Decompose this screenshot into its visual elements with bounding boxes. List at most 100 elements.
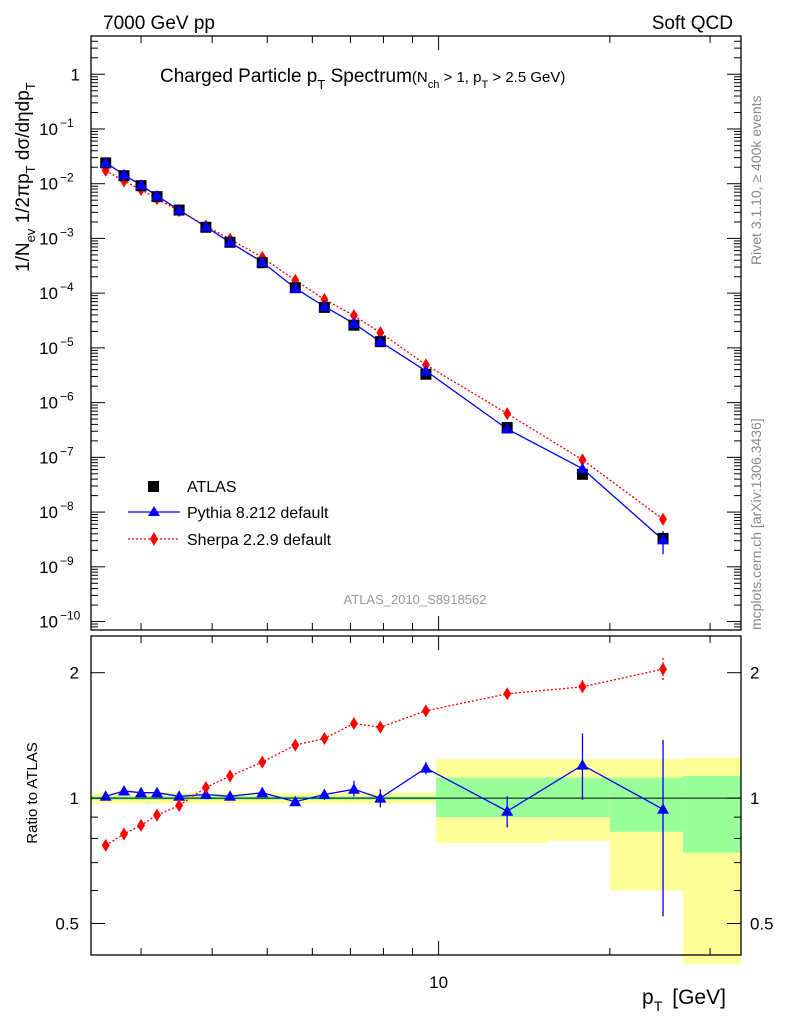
- ratio-point-0-12: [419, 762, 432, 773]
- main-point-1-2: [135, 179, 148, 190]
- ratio-point-1-4: [175, 798, 184, 812]
- header-left: 7000 GeV pp: [103, 13, 215, 34]
- ratio-y-tick-label-right-0: 0.5: [750, 914, 774, 933]
- main-y-tick-label-1: 10: [39, 120, 58, 139]
- main-y-tick-label-8: 10: [39, 503, 58, 522]
- main-point-2-11: [376, 326, 385, 340]
- main-point-1-11: [374, 335, 387, 347]
- main-y-tick-exp-6: −6: [60, 390, 74, 404]
- main-y-tick-exp-9: −9: [60, 554, 74, 568]
- main-point-1-5: [199, 220, 212, 232]
- analysis-id: ATLAS_2010_S8918562: [344, 592, 487, 607]
- legend-atlas-marker: [148, 481, 159, 492]
- main-y-tick-label-7: 10: [39, 448, 58, 467]
- main-point-1-3: [150, 189, 163, 201]
- main-y-tick-label-5: 10: [39, 339, 58, 358]
- ratio-point-1-15: [659, 662, 668, 676]
- ratio-point-1-6: [226, 769, 235, 783]
- ratio-point-1-11: [376, 720, 385, 734]
- main-y-tick-exp-7: −7: [60, 444, 74, 458]
- main-y-tick-label-10: 10: [39, 613, 58, 632]
- main-y-tick-exp-5: −5: [60, 335, 74, 349]
- ratio-point-0-14: [576, 759, 589, 770]
- ratio-point-0-13: [501, 805, 514, 816]
- main-y-tick-exp-3: −3: [60, 225, 74, 239]
- ratio-point-1-7: [258, 755, 267, 769]
- main-line-1: [105, 162, 664, 541]
- main-point-0-14: [576, 468, 588, 480]
- legend: ATLAS Pythia 8.212 default Sherpa 2.2.9 …: [128, 479, 332, 549]
- ratio-point-1-10: [349, 717, 358, 731]
- band-inner-2: [548, 777, 610, 818]
- ratio-point-1-12: [421, 704, 430, 718]
- ratio-frame: [90, 635, 742, 956]
- main-y-tick-label-0: 1: [71, 65, 80, 84]
- main-point-1-15: [657, 533, 670, 545]
- ratio-y-tick-label-left-0: 0.5: [55, 914, 79, 933]
- main-y-tick-label-2: 10: [39, 175, 58, 194]
- legend-pythia-marker: [148, 506, 160, 516]
- ratio-point-0-4: [173, 790, 186, 801]
- ratio-point-1-5: [201, 781, 210, 795]
- ratio-point-0-2: [135, 786, 148, 798]
- ratio-line-0: [105, 764, 664, 812]
- legend-sherpa-label: Sherpa 2.2.9 default: [187, 532, 332, 549]
- main-frame: [90, 35, 742, 631]
- ratio-point-0-11: [374, 792, 387, 803]
- ratio-uncertainty-bands: [91, 757, 741, 964]
- main-title: Charged Particle pT Spectrum(Nch > 1, pT…: [160, 66, 565, 92]
- main-y-tick-exp-4: −4: [60, 280, 74, 294]
- main-y-axis-label: 1/Nev 1/2πpT dσ/dηdpT: [13, 82, 38, 272]
- ratio-point-0-6: [224, 790, 237, 801]
- main-point-2-15: [659, 512, 668, 526]
- band-inner-1: [436, 777, 549, 818]
- ratio-point-0-8: [289, 795, 302, 807]
- legend-atlas-label: ATLAS: [187, 479, 237, 496]
- main-point-1-9: [318, 300, 331, 312]
- ratio-y-tick-label-left-2: 2: [70, 664, 79, 683]
- ratio-point-1-8: [291, 738, 300, 752]
- main-point-1-4: [173, 204, 186, 215]
- ratio-y-axis-label: Ratio to ATLAS: [24, 742, 41, 843]
- main-y-tick-label-4: 10: [39, 284, 58, 303]
- header-right: Soft QCD: [652, 13, 733, 34]
- main-point-1-7: [256, 256, 269, 267]
- main-line-2: [105, 169, 664, 520]
- ratio-point-0-3: [150, 786, 163, 798]
- main-point-1-12: [419, 364, 432, 376]
- main-y-tick-exp-8: −8: [60, 499, 74, 513]
- ratio-point-1-3: [152, 808, 161, 822]
- ratio-point-1-0: [101, 838, 110, 852]
- main-y-tick-label-3: 10: [39, 229, 58, 248]
- ratio-point-0-7: [256, 786, 269, 798]
- x-tick-label-0: 10: [429, 973, 448, 992]
- main-point-1-0: [99, 156, 112, 168]
- main-point-1-6: [224, 236, 237, 247]
- ratio-point-0-9: [318, 788, 331, 800]
- ratio-point-1-1: [119, 827, 128, 841]
- main-point-2-13: [503, 407, 512, 421]
- ratio-series: [99, 657, 670, 917]
- ratio-y-tick-label-left-1: 1: [70, 789, 79, 808]
- band-inner-4: [683, 775, 741, 853]
- ratio-y-tick-label-right-1: 1: [750, 789, 759, 808]
- ratio-point-1-13: [503, 687, 512, 701]
- ratio-point-0-1: [117, 784, 130, 796]
- ratio-y-tick-label-right-2: 2: [750, 664, 759, 683]
- main-y-tick-exp-2: −2: [60, 171, 74, 185]
- main-y-tick-label-6: 10: [39, 394, 58, 413]
- ratio-point-1-14: [578, 680, 587, 694]
- main-y-tick-exp-10: −10: [60, 609, 81, 623]
- main-y-tick-exp-1: −1: [60, 116, 74, 130]
- ratio-point-0-15: [657, 803, 670, 814]
- legend-sherpa-marker: [150, 532, 158, 546]
- ratio-point-1-9: [320, 732, 329, 746]
- main-point-1-1: [117, 168, 130, 180]
- main-point-2-12: [421, 358, 430, 372]
- main-y-tick-label-9: 10: [39, 558, 58, 577]
- ratio-point-1-2: [137, 818, 146, 832]
- x-axis-label: pT [GeV]: [642, 986, 726, 1014]
- main-point-1-10: [347, 317, 360, 328]
- main-point-1-8: [289, 282, 302, 293]
